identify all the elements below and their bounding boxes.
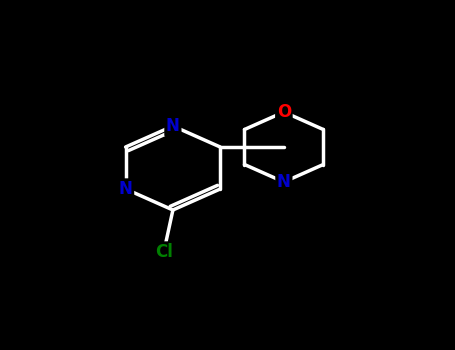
Text: Cl: Cl [155,243,173,261]
Text: O: O [277,103,291,121]
Text: N: N [166,117,180,135]
Text: N: N [119,180,132,198]
Text: N: N [277,173,291,191]
